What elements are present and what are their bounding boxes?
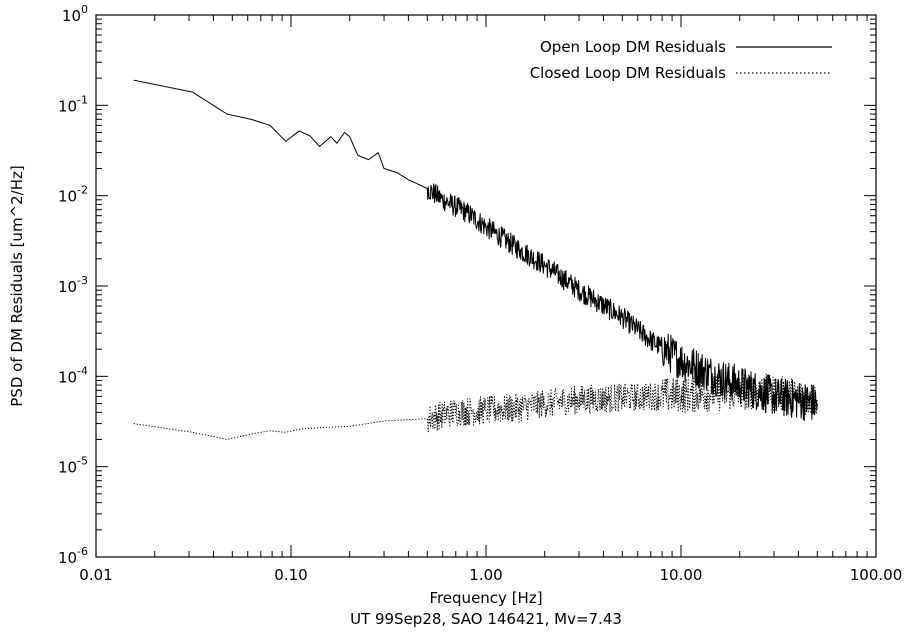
y-axis-label: PSD of DM Residuals [um^2/Hz] [8,165,26,406]
series-open-loop-line [133,79,818,421]
y-axis-tick-labels: 100 10-1 10-2 10-3 10-4 10-5 10-6 [58,3,88,567]
y-tick-label: 100 [62,3,88,25]
y-tick-label: 10-2 [58,184,88,206]
plot-frame [95,14,877,558]
series-layer [133,79,818,440]
x-axis-label: Frequency [Hz] [429,589,542,607]
series-closed-loop-line [133,373,818,440]
chart-subtitle: UT 99Sep28, SAO 146421, Mv=7.43 [350,610,622,628]
x-tick-label: 1.00 [469,566,502,584]
x-tick-label: 100.00 [850,566,903,584]
x-tick-label: 10.00 [660,566,703,584]
legend-label-open-loop: Open Loop DM Residuals [540,38,726,56]
x-tick-label: 0.01 [79,566,112,584]
y-tick-label: 10-3 [58,274,88,296]
legend-label-closed-loop: Closed Loop DM Residuals [530,64,726,82]
x-axis-tick-labels: 0.01 0.10 1.00 10.00 100.00 [79,566,902,584]
legend: Open Loop DM Residuals Closed Loop DM Re… [530,38,832,82]
y-tick-label: 10-4 [58,364,88,386]
x-tick-label: 0.10 [274,566,307,584]
y-tick-label: 10-5 [58,455,88,477]
x-axis-ticks [95,15,868,557]
y-tick-label: 10-6 [58,545,88,567]
y-axis-ticks [96,18,876,558]
y-tick-label: 10-1 [58,93,88,115]
